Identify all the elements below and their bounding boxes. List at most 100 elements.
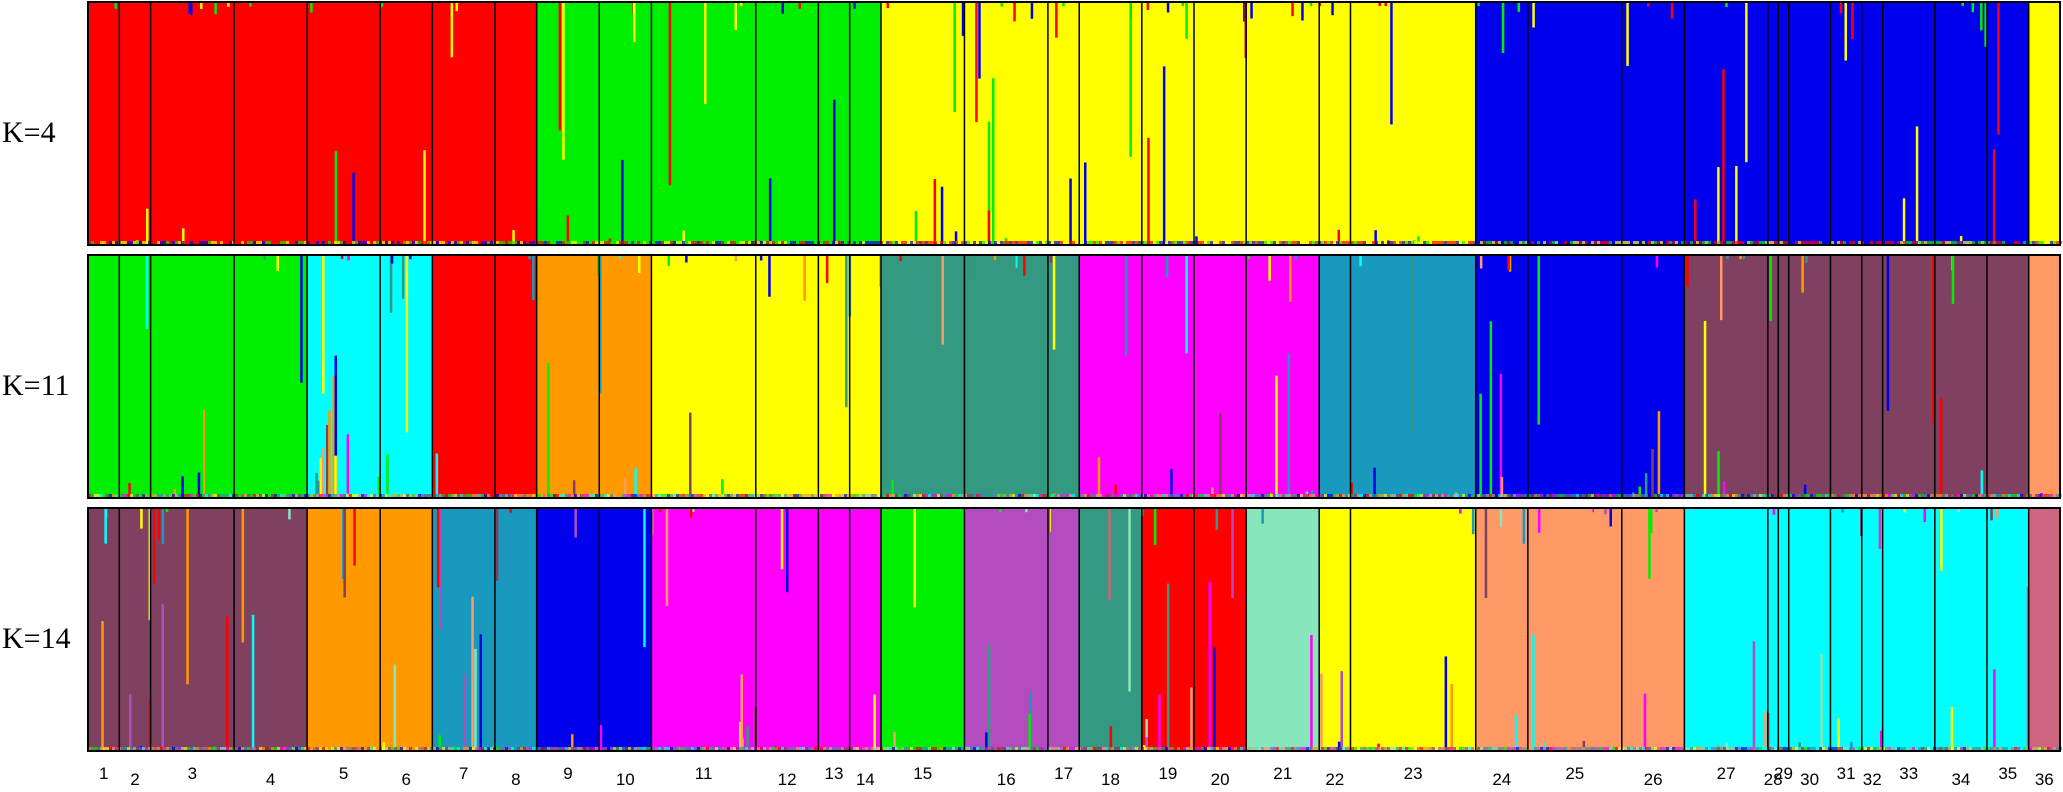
admixture-base-strip bbox=[1546, 241, 1549, 244]
admixture-base-strip bbox=[1588, 747, 1591, 750]
admixture-base-strip bbox=[784, 241, 787, 244]
admixture-base-strip bbox=[547, 747, 550, 750]
admixture-base-strip bbox=[91, 747, 94, 750]
admixture-base-strip bbox=[1138, 494, 1141, 497]
admixture-base-strip bbox=[220, 747, 223, 750]
admixture-base-strip bbox=[250, 241, 253, 244]
admixture-base-strip bbox=[727, 241, 730, 244]
admixture-base-strip bbox=[1642, 494, 1645, 497]
admixture-base-strip bbox=[1375, 494, 1378, 497]
admixture-base-strip bbox=[1453, 241, 1456, 244]
admixture-base-strip bbox=[1795, 494, 1798, 497]
admixture-base-strip bbox=[1342, 241, 1345, 244]
admixture-base-strip bbox=[1042, 747, 1045, 750]
admixture-base-strip bbox=[1273, 241, 1276, 244]
admixture-base-strip bbox=[949, 241, 952, 244]
admixture-base-strip bbox=[958, 494, 961, 497]
admixture-strip bbox=[893, 731, 896, 752]
admixture-strip bbox=[1158, 694, 1161, 751]
admixture-base-strip bbox=[340, 747, 343, 750]
admixture-base-strip bbox=[976, 747, 979, 750]
admixture-base-strip bbox=[160, 494, 163, 497]
admixture-base-strip bbox=[1549, 494, 1552, 497]
admixture-base-strip bbox=[901, 241, 904, 244]
admixture-base-strip bbox=[1996, 747, 1999, 750]
membership-block-pop-5 bbox=[307, 2, 381, 245]
admixture-strip bbox=[435, 453, 439, 498]
admixture-strip bbox=[1310, 489, 1314, 499]
admixture-base-strip bbox=[1735, 747, 1738, 750]
admixture-base-strip bbox=[1846, 494, 1849, 497]
admixture-base-strip bbox=[1294, 241, 1297, 244]
admixture-base-strip bbox=[1408, 494, 1411, 497]
admixture-base-strip bbox=[1336, 241, 1339, 244]
admixture-base-strip bbox=[1516, 747, 1519, 750]
admixture-base-strip bbox=[1708, 241, 1711, 244]
admixture-strip bbox=[1015, 255, 1019, 268]
admixture-base-strip bbox=[703, 494, 706, 497]
admixture-base-strip bbox=[1207, 747, 1210, 750]
admixture-base-strip bbox=[1831, 241, 1834, 244]
admixture-strip bbox=[326, 225, 329, 246]
admixture-base-strip bbox=[1804, 241, 1807, 244]
admixture-base-strip bbox=[1498, 494, 1501, 497]
admixture-base-strip bbox=[2047, 241, 2050, 244]
admixture-strip bbox=[1880, 730, 1883, 751]
admixture-base-strip bbox=[1399, 494, 1402, 497]
admixture-base-strip bbox=[1045, 747, 1048, 750]
admixture-base-strip bbox=[1612, 747, 1615, 750]
admixture-base-strip bbox=[790, 494, 793, 497]
admixture-base-strip bbox=[1846, 747, 1849, 750]
admixture-base-strip bbox=[1243, 747, 1246, 750]
admixture-base-strip bbox=[1033, 747, 1036, 750]
admixture-base-strip bbox=[1603, 241, 1606, 244]
admixture-base-strip bbox=[946, 494, 949, 497]
admixture-base-strip bbox=[682, 241, 685, 244]
admixture-base-strip bbox=[1702, 747, 1705, 750]
admixture-strip bbox=[128, 483, 131, 499]
membership-block-pop-7 bbox=[432, 255, 496, 498]
membership-block-pop-21 bbox=[1246, 255, 1320, 498]
admixture-base-strip bbox=[2035, 747, 2038, 750]
admixture-strip bbox=[638, 255, 641, 274]
admixture-base-strip bbox=[1675, 241, 1678, 244]
admixture-base-strip bbox=[1333, 494, 1336, 497]
admixture-base-strip bbox=[1291, 241, 1294, 244]
admixture-base-strip bbox=[100, 494, 103, 497]
admixture-base-strip bbox=[685, 241, 688, 244]
admixture-base-strip bbox=[814, 494, 817, 497]
admixture-strip bbox=[356, 2, 359, 8]
admixture-base-strip bbox=[457, 494, 460, 497]
admixture-base-strip bbox=[739, 241, 742, 244]
admixture-base-strip bbox=[1918, 494, 1921, 497]
admixture-base-strip bbox=[1660, 747, 1663, 750]
admixture-base-strip bbox=[511, 494, 514, 497]
population-label: 5 bbox=[339, 764, 348, 783]
admixture-base-strip bbox=[907, 494, 910, 497]
population-label: 16 bbox=[997, 770, 1016, 789]
admixture-base-strip bbox=[877, 747, 880, 750]
admixture-base-strip bbox=[1876, 747, 1879, 750]
admixture-strip bbox=[1147, 137, 1150, 246]
admixture-base-strip bbox=[784, 747, 787, 750]
admixture-base-strip bbox=[1276, 747, 1279, 750]
admixture-base-strip bbox=[925, 747, 928, 750]
admixture-base-strip bbox=[832, 747, 835, 750]
admixture-base-strip bbox=[1063, 494, 1066, 497]
admixture-base-strip bbox=[382, 747, 385, 750]
admixture-base-strip bbox=[1372, 241, 1375, 244]
admixture-strip bbox=[251, 614, 255, 752]
admixture-base-strip bbox=[427, 241, 430, 244]
admixture-strip bbox=[1028, 713, 1031, 751]
admixture-base-strip bbox=[1483, 494, 1486, 497]
admixture-base-strip bbox=[1627, 747, 1630, 750]
admixture-base-strip bbox=[1114, 494, 1117, 497]
admixture-strip bbox=[768, 178, 772, 245]
admixture-base-strip bbox=[1321, 494, 1324, 497]
admixture-base-strip bbox=[691, 241, 694, 244]
admixture-strip bbox=[933, 179, 937, 246]
admixture-strip bbox=[734, 255, 738, 262]
admixture-base-strip bbox=[1891, 494, 1894, 497]
admixture-strip bbox=[540, 740, 543, 752]
membership-block-pop-14 bbox=[849, 2, 882, 245]
